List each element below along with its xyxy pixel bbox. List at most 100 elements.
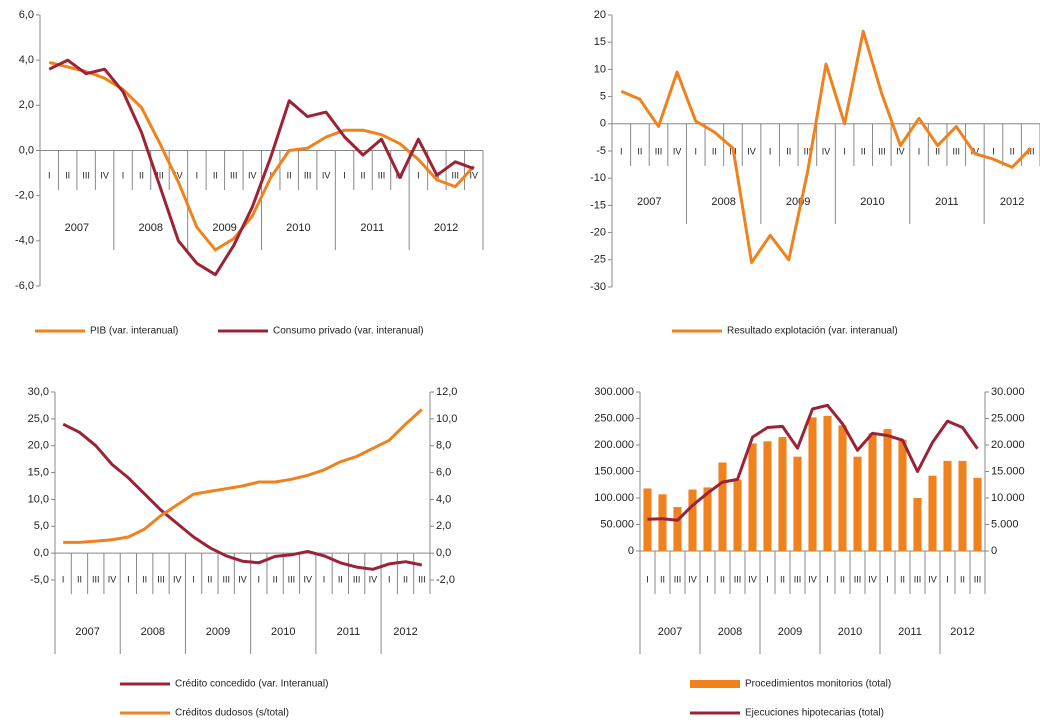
x-tick-label: I <box>694 146 697 156</box>
y2-tick-label: 10,0 <box>436 413 457 425</box>
x-tick-label: II <box>637 146 642 156</box>
line-series <box>62 422 423 571</box>
x-tick-label: II <box>287 170 292 180</box>
y-tick-label: 25,0 <box>28 413 49 425</box>
bar <box>823 415 832 551</box>
x-tick-label: II <box>900 574 905 584</box>
bar <box>793 456 802 551</box>
x-tick-label: III <box>418 574 426 584</box>
x-tick-label: III <box>804 146 812 156</box>
y-tick-label: -15 <box>590 199 606 211</box>
bar <box>838 425 847 551</box>
legend-label: Crédito concedido (var. Interanual) <box>175 679 328 690</box>
year-label: 2010 <box>838 626 862 638</box>
y-tick-label: -30 <box>590 281 606 293</box>
y-tick-label: 0 <box>600 118 606 130</box>
bar <box>853 456 862 551</box>
x-tick-label: III <box>794 574 802 584</box>
y2-tick-label: 20.000 <box>991 439 1025 451</box>
bar <box>808 417 817 551</box>
x-tick-label: I <box>886 574 889 584</box>
y-tick-label: 20,0 <box>28 440 49 452</box>
x-tick-label: IV <box>248 170 257 180</box>
y2-tick-label: 12,0 <box>436 386 457 398</box>
line-series <box>647 403 979 522</box>
year-label: 2009 <box>778 626 802 638</box>
y-tick-label: 30,0 <box>28 386 49 398</box>
x-tick-label: III <box>1027 146 1035 156</box>
x-tick-label: III <box>230 170 238 180</box>
y-tick-label: -5 <box>596 145 606 157</box>
year-label: 2007 <box>75 626 99 638</box>
x-tick-label: IV <box>470 170 479 180</box>
bar <box>718 462 727 551</box>
y2-tick-label: 15.000 <box>991 465 1025 477</box>
year-label: 2009 <box>786 196 810 208</box>
x-tick-label: II <box>403 574 408 584</box>
y-tick-label: 15,0 <box>28 466 49 478</box>
year-label: 2008 <box>718 626 742 638</box>
year-label: 2007 <box>637 196 661 208</box>
bar <box>973 477 982 551</box>
bar <box>673 507 682 551</box>
y2-tick-label: 0,0 <box>436 547 451 559</box>
bar <box>868 433 877 551</box>
year-label: 2012 <box>434 222 458 234</box>
x-tick-label: II <box>786 146 791 156</box>
year-label: 2012 <box>950 626 974 638</box>
year-label: 2009 <box>206 626 230 638</box>
year-label: 2009 <box>212 222 236 234</box>
y-tick-label: 5 <box>600 91 606 103</box>
y-tick-label: 150.000 <box>594 465 634 477</box>
y2-tick-label: 5.000 <box>991 518 1019 530</box>
x-tick-label: III <box>914 574 922 584</box>
x-tick-label: III <box>734 574 742 584</box>
x-tick-label: II <box>712 146 717 156</box>
y2-tick-label: 30.000 <box>991 386 1025 398</box>
x-tick-label: III <box>674 574 682 584</box>
x-tick-label: III <box>156 170 164 180</box>
line-series <box>63 408 423 544</box>
y-tick-label: 20 <box>594 9 606 21</box>
x-tick-label: II <box>361 170 366 180</box>
x-tick-label: IV <box>673 146 682 156</box>
bar <box>913 498 922 551</box>
x-tick-label: I <box>826 574 829 584</box>
x-tick-label: I <box>388 574 391 584</box>
bar <box>943 460 952 551</box>
bar <box>733 479 742 551</box>
year-label: 2007 <box>658 626 682 638</box>
x-tick-label: I <box>620 146 623 156</box>
x-tick-label: III <box>974 574 982 584</box>
x-tick-label: I <box>343 170 346 180</box>
x-tick-label: II <box>960 574 965 584</box>
x-tick-label: IV <box>808 574 817 584</box>
legend-label: Procedimientos monitorios (total) <box>745 679 891 690</box>
x-tick-label: III <box>82 170 90 180</box>
y-tick-label: -25 <box>590 254 606 266</box>
x-tick-label: IV <box>100 170 109 180</box>
x-tick-label: IV <box>238 574 247 584</box>
y-tick-label: 50.000 <box>600 518 634 530</box>
legend-label: Créditos dudosos (s/total) <box>175 708 289 719</box>
x-tick-label: IV <box>868 574 877 584</box>
x-tick-label: II <box>861 146 866 156</box>
y2-tick-label: 10.000 <box>991 492 1025 504</box>
x-tick-label: IV <box>896 146 905 156</box>
bar <box>898 439 907 551</box>
y-tick-label: 250.000 <box>594 412 634 424</box>
bar <box>763 441 772 551</box>
year-label: 2011 <box>898 626 922 638</box>
bar <box>748 443 757 551</box>
x-tick-label: II <box>139 170 144 180</box>
y2-tick-label: 6,0 <box>436 466 451 478</box>
x-tick-label: I <box>706 574 709 584</box>
x-tick-label: III <box>288 574 296 584</box>
y-tick-label: 10 <box>594 63 606 75</box>
x-tick-label: II <box>660 574 665 584</box>
x-tick-label: I <box>769 146 772 156</box>
x-tick-label: II <box>338 574 343 584</box>
y-tick-label: -6,0 <box>15 280 34 292</box>
x-tick-label: IV <box>173 574 182 584</box>
y-tick-label: -2,0 <box>15 190 34 202</box>
